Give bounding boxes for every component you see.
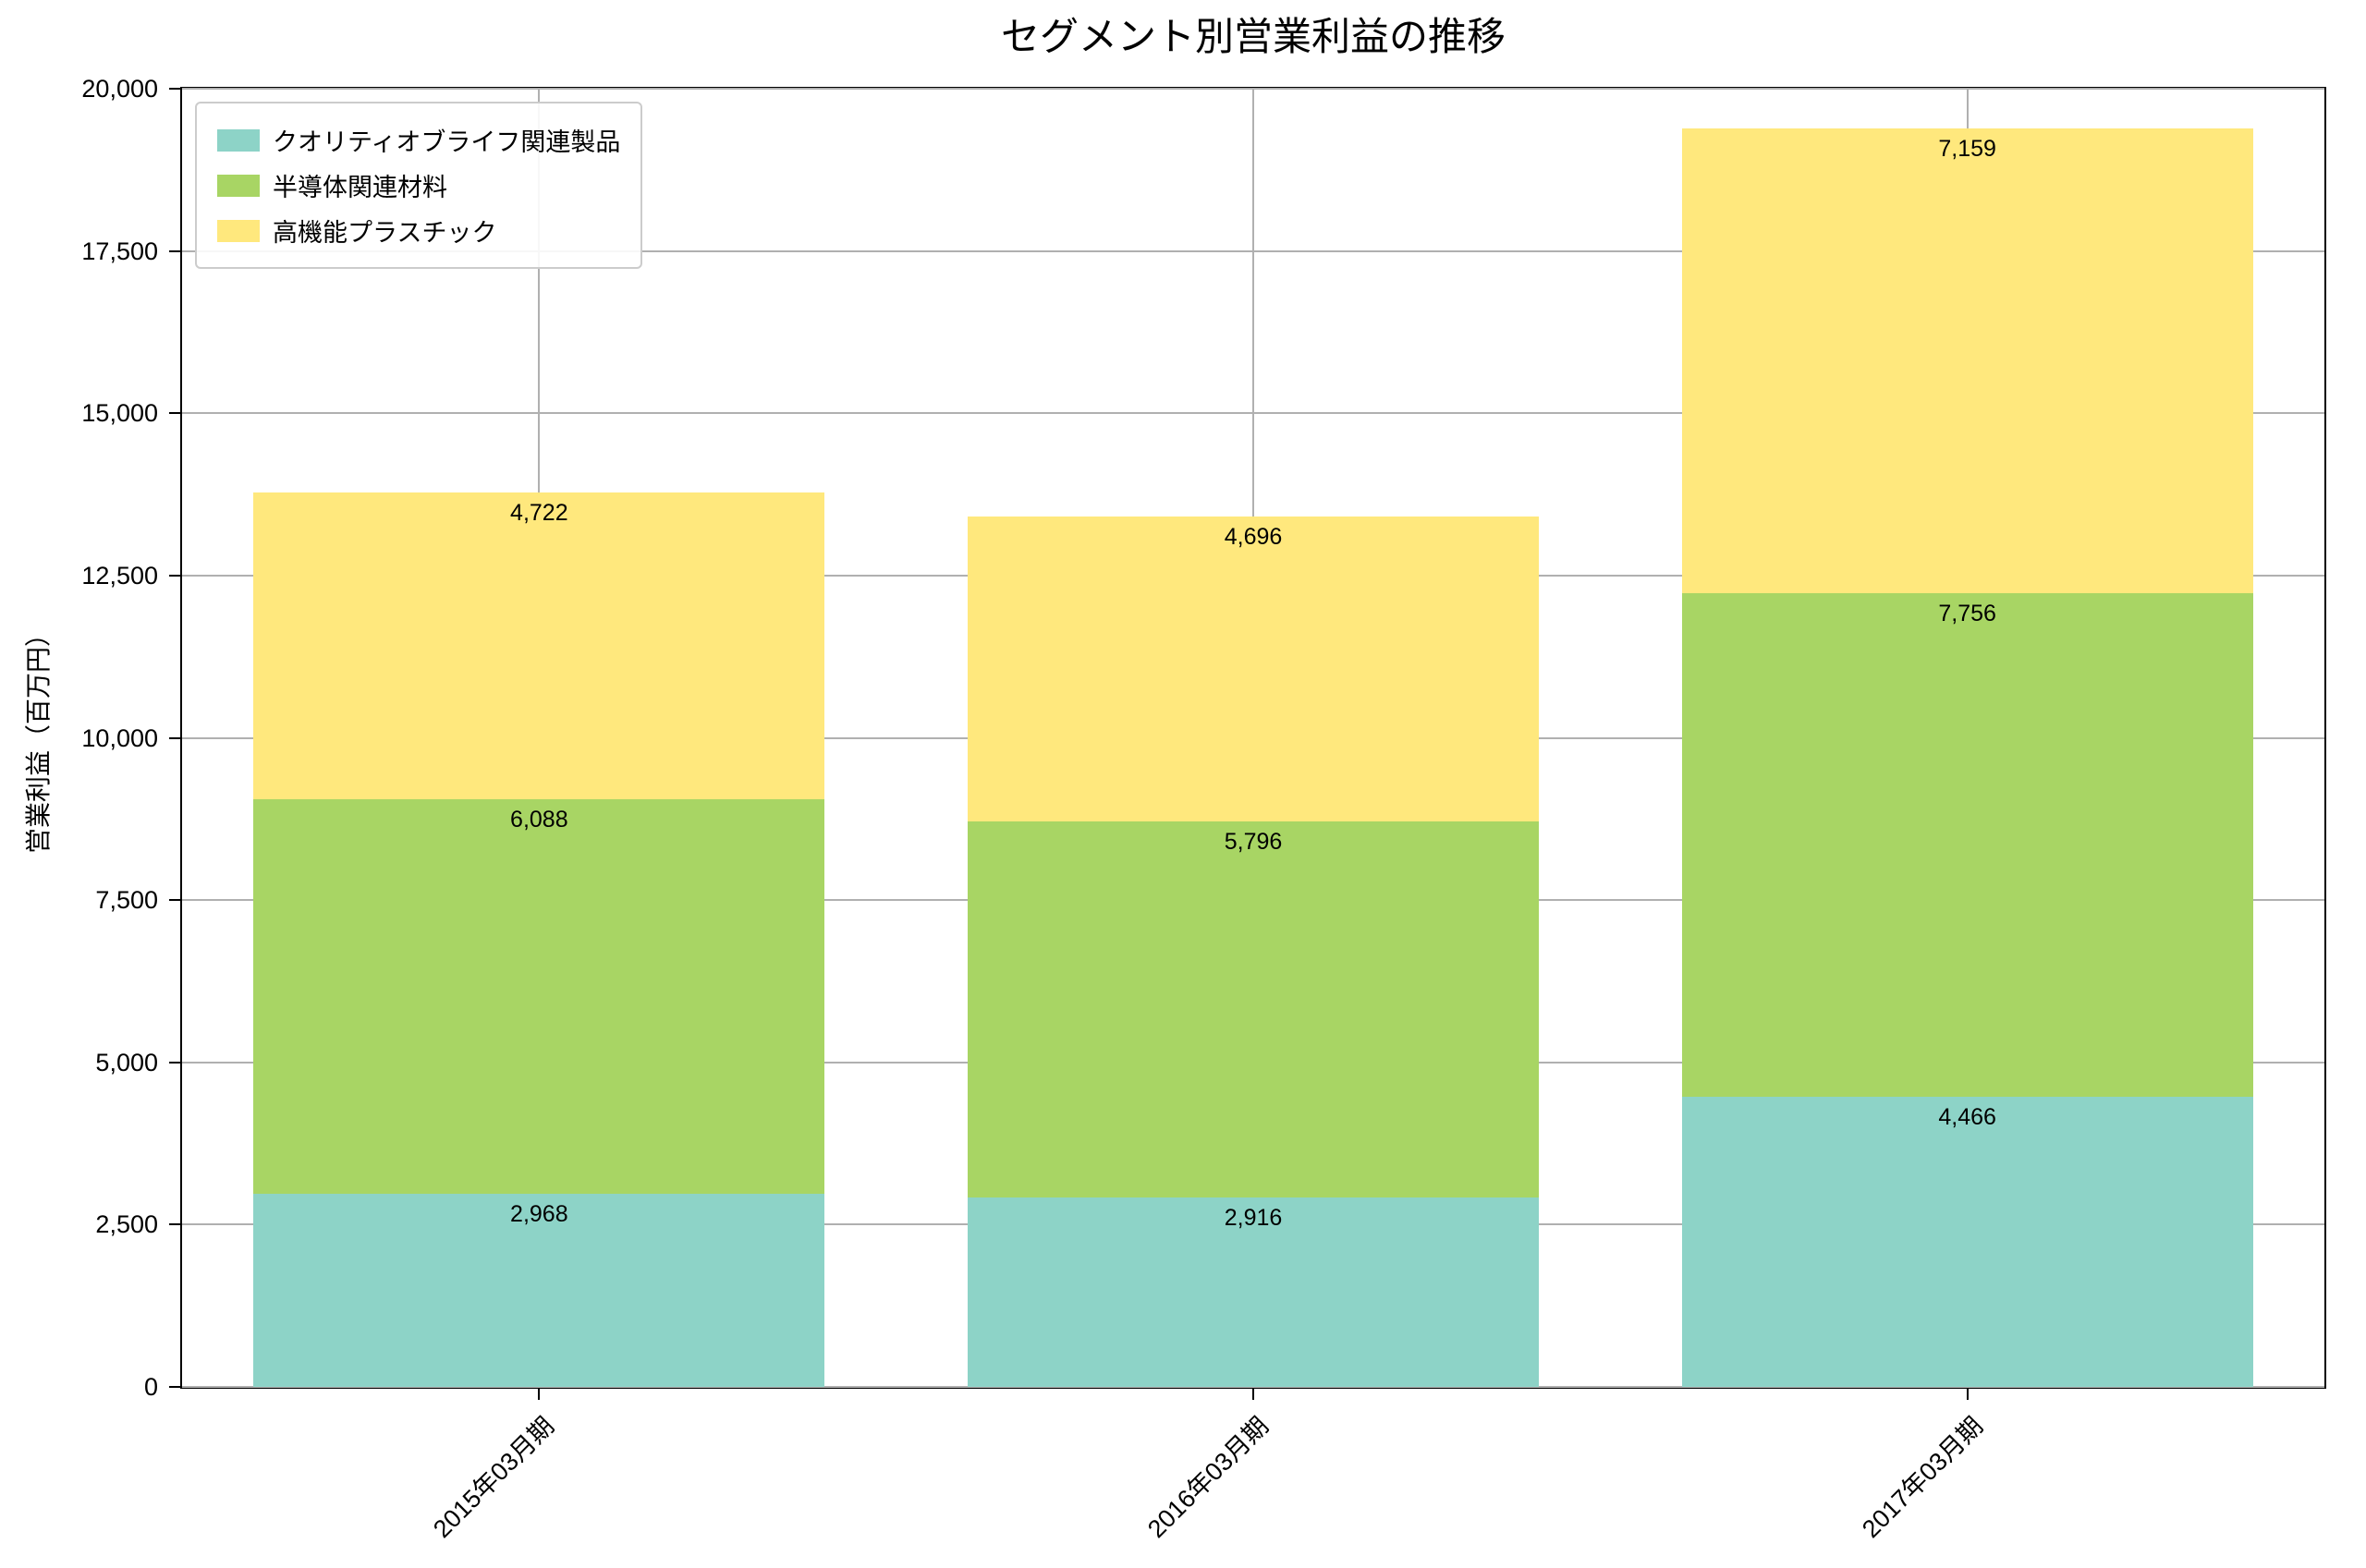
x-tick-mark [1966,1389,1969,1400]
x-tick-label-text: 2016年03月期 [1141,1411,1274,1544]
bar-segment [967,820,1540,1198]
y-tick-mark [169,736,180,739]
bar-segment [967,517,1540,821]
legend-swatch [217,219,260,242]
y-tick-mark [169,1386,180,1388]
x-tick-label-text: 2015年03月期 [428,1411,560,1544]
chart-title: セグメント別営業利益の推移 [1000,15,1506,58]
bar-segment [967,1197,1540,1387]
bar-segment [253,492,825,799]
bar-value-label: 5,796 [1224,828,1283,855]
bar-value-label: 6,088 [510,806,568,833]
y-tick-label: 12,500 [81,561,158,590]
legend-item: 半導体関連材料 [217,167,620,203]
legend-swatch [217,174,260,197]
legend-item: クオリティオブライフ関連製品 [217,122,620,158]
horizontal-gridline [182,1386,2324,1388]
bar-segment [1681,593,2253,1098]
y-tick-label: 2,500 [95,1210,158,1239]
legend-swatch [217,128,260,152]
legend-item-label: 半導体関連材料 [273,174,447,201]
bar-segment [253,1194,825,1387]
y-tick-label: 15,000 [81,399,158,428]
bar-segment [1681,128,2253,594]
y-tick-label: 10,000 [81,723,158,752]
y-tick-mark [169,1061,180,1064]
x-tick-mark [538,1389,541,1400]
y-tick-mark [169,1223,180,1226]
y-tick-mark [169,249,180,252]
legend-item-label: クオリティオブライフ関連製品 [273,128,621,156]
y-tick-label: 17,500 [81,237,158,265]
y-tick-mark [169,899,180,902]
legend: クオリティオブライフ関連製品 半導体関連材料高機能プラスチック [195,102,643,269]
value-label-layer: 2,968 6,088 4,722 2,916 5,796 4,696 4,466 7,756… [182,89,2324,1387]
legend-item-label: 高機能プラスチック [273,219,497,247]
y-tick-mark [169,574,180,577]
y-tick-mark [169,412,180,415]
y-tick-mark [169,88,180,90]
bar-value-label: 7,756 [1938,601,1996,627]
y-tick-label: 0 [143,1373,158,1401]
bar-segment [253,798,825,1195]
plot-area: 2,968 6,088 4,722 2,916 5,796 4,696 4,466 7,756… [180,87,2326,1389]
bar-segment [1681,1097,2253,1387]
x-tick-label-text: 2017年03月期 [1856,1411,1988,1544]
bar-value-label: 2,968 [510,1201,568,1228]
y-tick-label: 5,000 [95,1048,158,1076]
y-tick-label: 7,500 [95,886,158,915]
x-tick-mark [1252,1389,1254,1400]
bar-value-label: 7,159 [1938,136,1996,163]
bar-value-label: 4,466 [1938,1104,1996,1131]
bar-value-label: 4,722 [510,500,568,527]
bar-value-label: 4,696 [1224,524,1283,551]
y-tick-label: 20,000 [81,75,158,103]
bar-layer [182,89,2324,1387]
legend-item: 高機能プラスチック [217,213,620,249]
bar-value-label: 2,916 [1224,1205,1283,1232]
